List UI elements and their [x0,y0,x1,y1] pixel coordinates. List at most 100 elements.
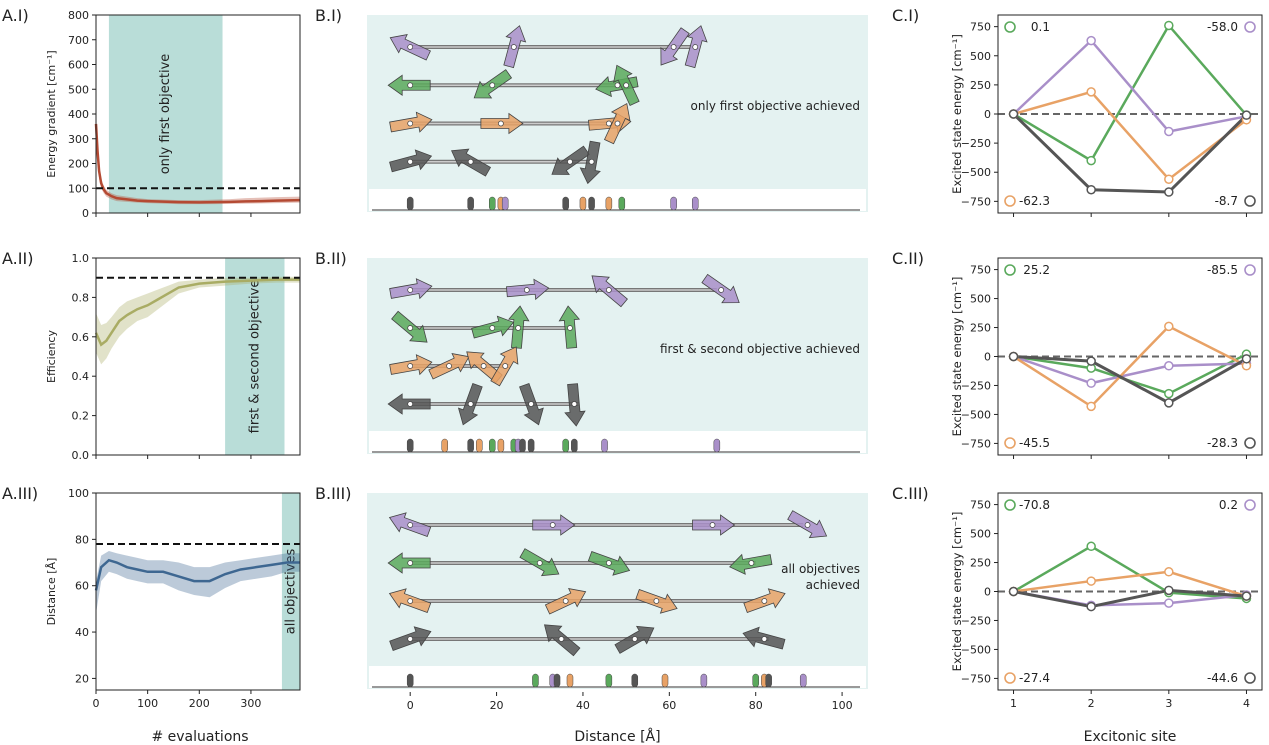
y-tick-label: −750 [961,672,991,685]
y-tick-label: 100 [68,487,89,500]
series-line [1012,38,1247,133]
site-marker [501,196,509,211]
objective-band [108,15,223,213]
series-point [1008,109,1019,119]
y-axis-label: Efficiency [45,330,58,383]
arrow-center [407,287,414,293]
dipole-arrow [471,315,515,339]
marker-strip [369,189,866,211]
y-tick-label: 0.8 [72,291,90,304]
panel-label: C.I) [892,6,919,25]
arrow-center [761,636,768,642]
dipole-arrow [473,69,513,99]
arrow-center [653,598,660,604]
x-tick-label: 80 [749,699,763,712]
dipole-arrow [480,112,524,135]
x-axis-label: Distance [Å] [574,728,660,745]
dipole-arrow [508,305,530,349]
x-tick-label: 0 [93,697,100,710]
panel-annotation: only first objective achieved [691,99,860,113]
legend-marker [1004,264,1016,276]
y-tick-label: 700 [68,34,89,47]
dipole-arrow [684,25,708,69]
site-marker [406,196,414,211]
y-tick-label: 0 [984,586,991,599]
series-point [1241,354,1252,364]
y-tick-label: −500 [961,408,991,421]
site-marker [467,196,474,211]
series-line [1012,112,1248,194]
axes-frame [95,492,301,691]
legend-label: -27.4 [1019,671,1050,685]
x-tick-label: 60 [662,699,676,712]
dipole-arrow [387,552,431,574]
y-axis-label: Excited state energy [cm⁻¹] [950,512,964,672]
objective-band [225,258,285,455]
dipole-arrow [635,588,678,614]
axes-frame [95,257,301,456]
arrow-center [407,158,414,165]
site-marker [467,438,474,453]
marker-strip [369,666,866,688]
series-point [1086,155,1096,166]
dipole-arrow [729,553,773,575]
site-marker [631,673,639,688]
series-point [1086,184,1096,195]
series-line [1013,90,1248,181]
arrow-center [467,158,474,165]
series-point [1241,591,1252,601]
dipole-arrow [388,512,432,538]
arrow-center [407,325,414,331]
series-point [1164,126,1174,137]
arrow-center [489,82,496,89]
arrow-center [804,522,811,528]
dipole-arrow [614,625,655,654]
series-line [1013,355,1247,385]
series-line [1013,588,1247,609]
y-tick-label: −250 [961,379,991,392]
dipole-arrow [742,626,786,650]
site-marker [489,196,496,211]
x-tick-label: 0 [407,699,414,712]
site-marker [799,673,807,688]
y-tick-label: 0.4 [72,370,90,383]
site-marker [553,673,561,688]
arrow-center [407,82,414,89]
dipole-arrow [490,346,519,387]
series-line [1013,570,1247,598]
series-point [1164,20,1174,31]
band-label: first & second objective [247,280,262,434]
site-marker [519,438,526,453]
panel-label: C.III) [892,484,929,503]
legend-label: -8.7 [1215,194,1238,208]
dipole-arrow [551,145,590,175]
y-tick-label: 500 [68,83,89,96]
x-tick-label: 300 [240,697,261,710]
y-tick-label: 0.0 [72,449,90,462]
series-point [1164,187,1174,197]
mean-line [94,278,300,347]
arrow-center [407,522,414,528]
y-tick-label: 0 [82,207,89,220]
arrow-center [718,287,725,293]
dipole-arrow [389,354,433,376]
uncertainty-band [96,276,300,365]
series-point [1164,398,1174,408]
panel-C.II): C.II) 25.2 -85.5 -45.5 -28.3 −750 −500 −250 0 250… [892,249,1263,459]
legend-marker [1244,195,1256,207]
y-tick-label: 250 [970,79,991,92]
series-point [1086,541,1096,552]
dipole-arrow [544,588,587,615]
dipole-arrow [503,25,527,69]
site-marker [579,196,587,211]
x-axis-label: # evaluations [151,729,248,745]
arrow-center [558,636,565,642]
y-axis-label: Excited state energy [cm⁻¹] [950,34,964,194]
panel-B.II): B.II) first & second objective achieved [315,249,868,454]
panel-label: A.III) [2,484,38,503]
arrow-center [536,560,543,566]
dipole-arrow [543,624,581,657]
arrow-center [515,325,522,331]
y-tick-label: 600 [68,59,89,72]
legend-marker [1244,672,1256,684]
